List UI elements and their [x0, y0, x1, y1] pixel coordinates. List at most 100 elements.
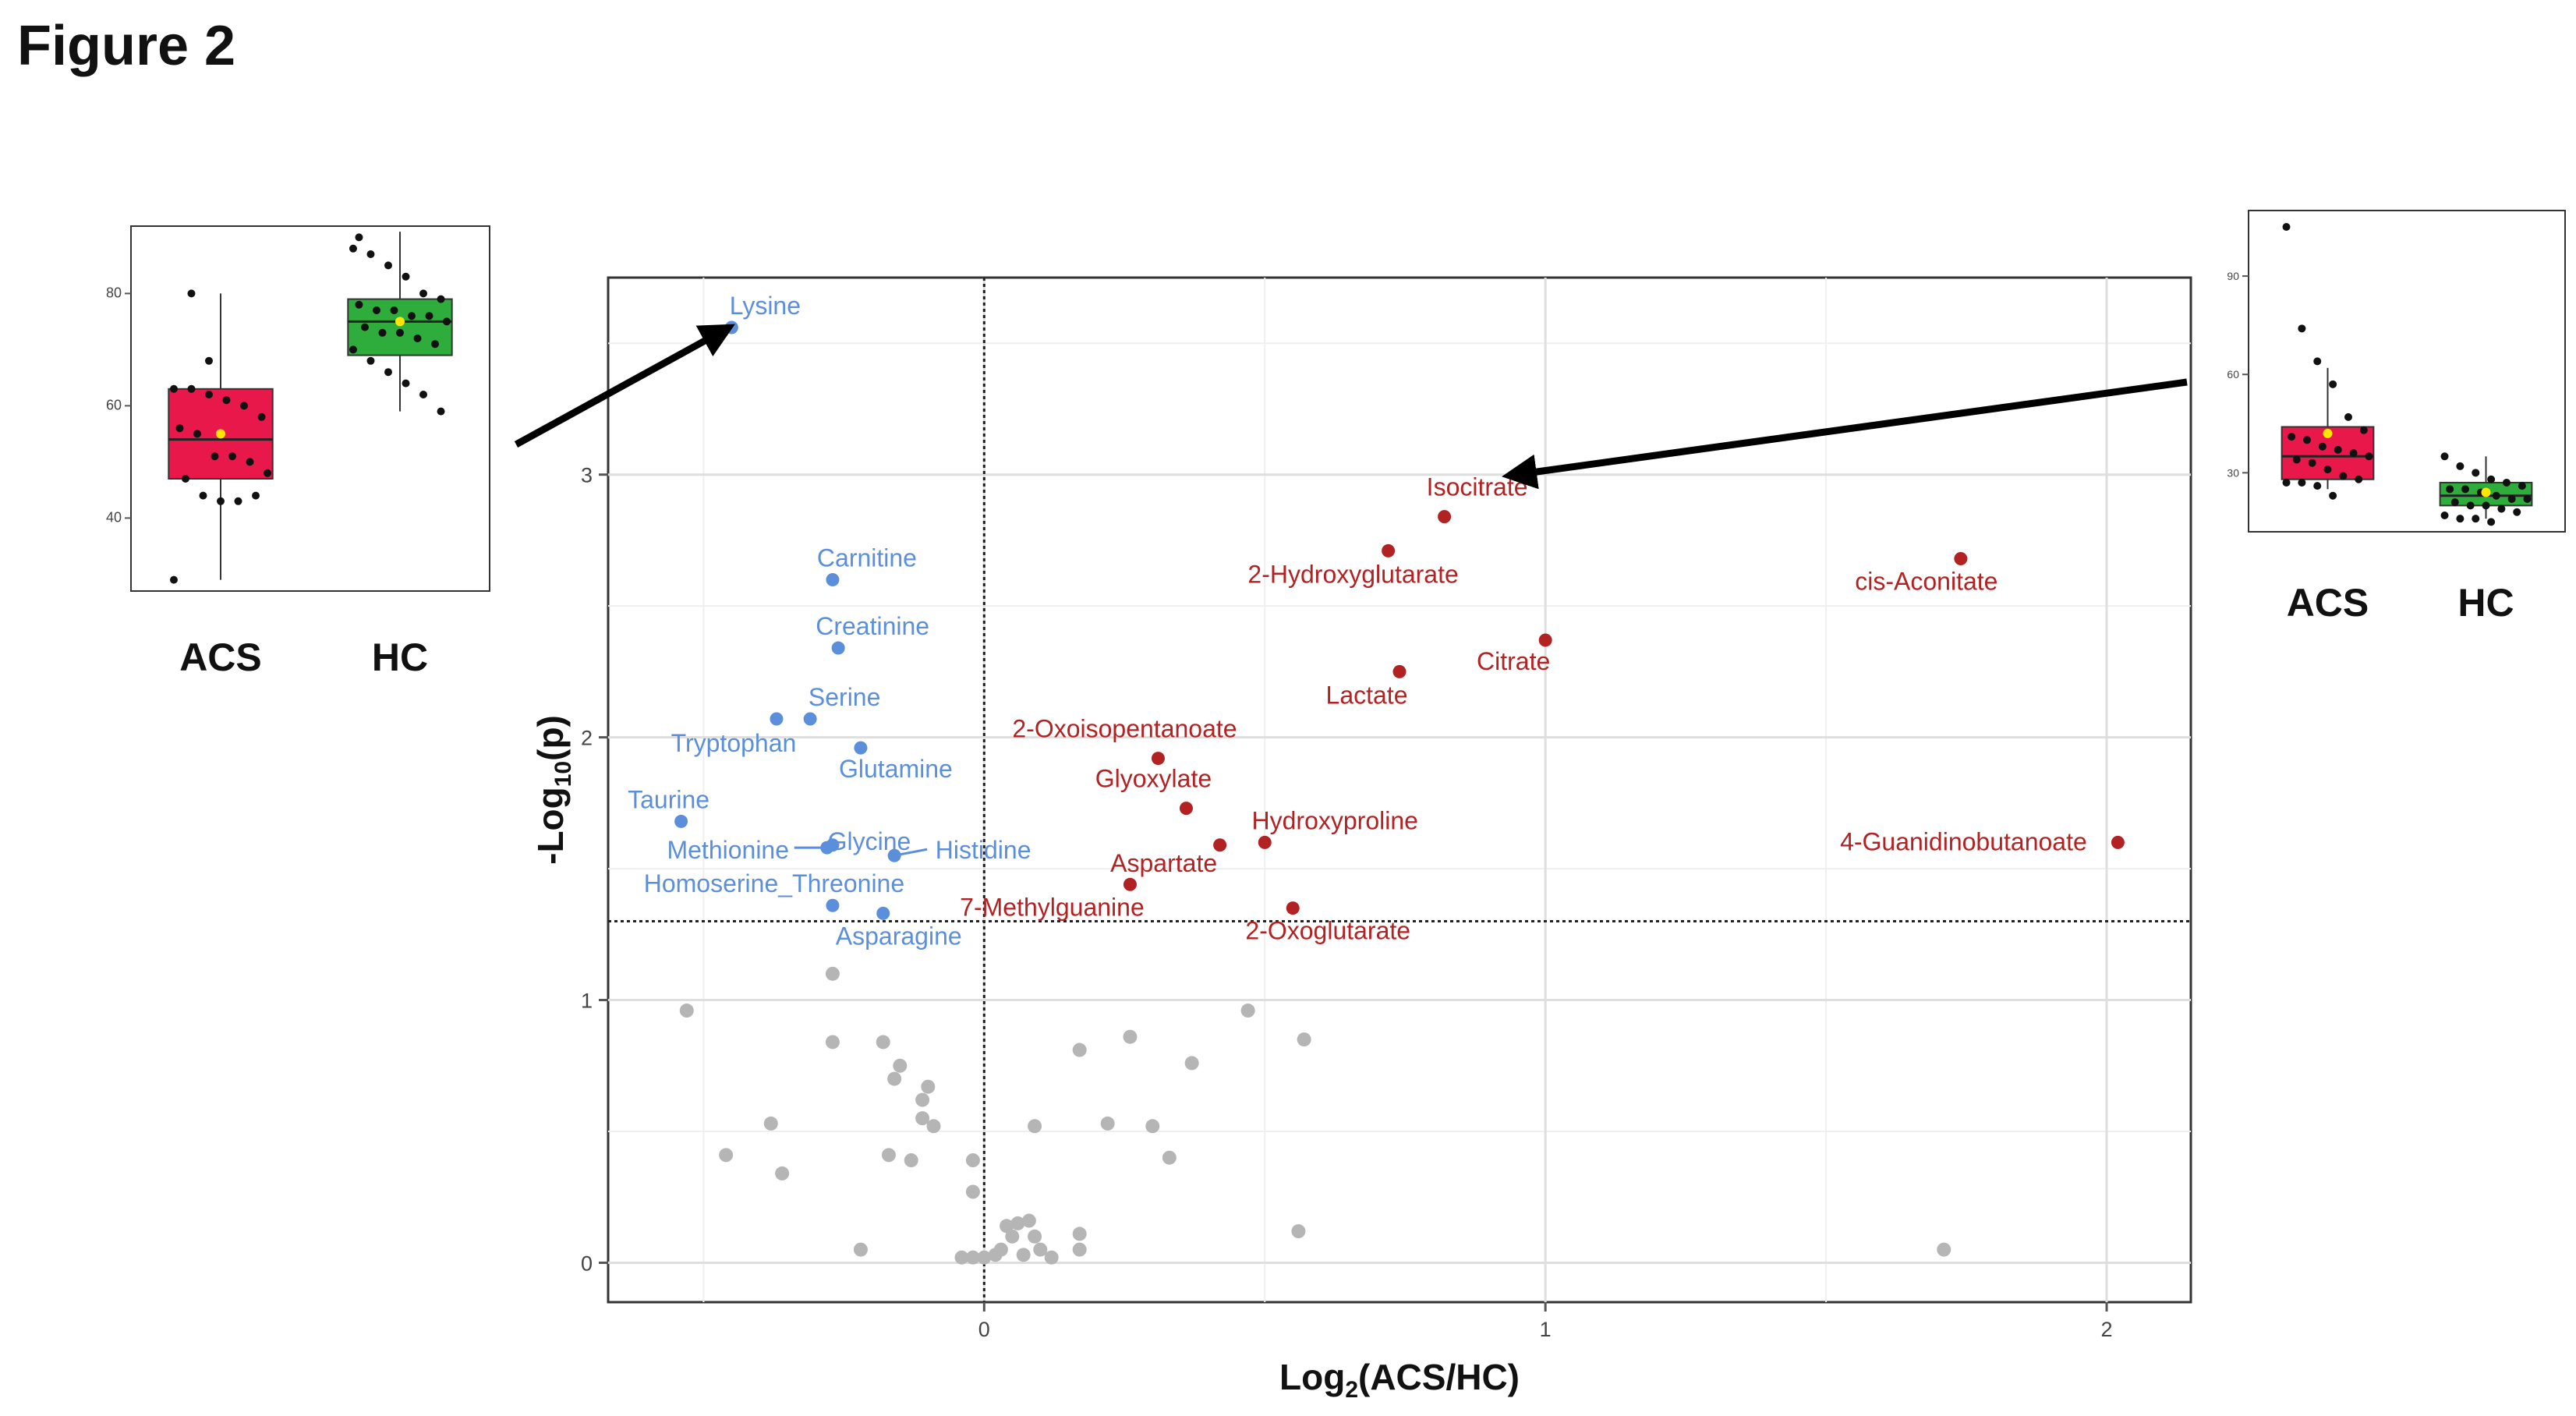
point-up [1286, 901, 1300, 915]
data-point [2518, 482, 2526, 490]
data-point [2450, 498, 2459, 507]
data-point [396, 328, 404, 337]
plot-area [607, 276, 2192, 1304]
data-point [2334, 445, 2342, 454]
data-point [2298, 324, 2306, 333]
data-point [2349, 449, 2358, 458]
point-down [826, 898, 840, 912]
point-label: Lysine [730, 292, 801, 320]
x-tick-label: 1 [1540, 1318, 1552, 1341]
point-ns [1291, 1224, 1306, 1239]
x-axis-title-part: Log [1279, 1357, 1345, 1397]
point-ns [1937, 1242, 1951, 1257]
y-axis-title-part: (p) [530, 715, 571, 761]
point-label: Aspartate [1110, 849, 1217, 877]
data-point [2282, 478, 2291, 487]
point-ns [1033, 1242, 1048, 1257]
point-ns [1021, 1213, 1036, 1228]
y-tick-label: 80 [106, 285, 122, 300]
data-point [2298, 478, 2306, 487]
point-ns [1072, 1242, 1087, 1257]
point-ns [1072, 1043, 1087, 1057]
category-label: HC [2457, 581, 2514, 625]
point-label: 4-Guanidinobutanoate [1840, 827, 2087, 855]
data-point [366, 356, 375, 365]
data-point [384, 368, 392, 377]
point-ns [881, 1148, 896, 1163]
box-acs [168, 388, 274, 480]
label-leader-line [893, 848, 928, 857]
point-up [1392, 664, 1407, 678]
category-label: ACS [179, 635, 262, 679]
data-point [443, 317, 451, 326]
point-ns [1028, 1229, 1042, 1244]
data-point [175, 424, 184, 433]
point-ns [965, 1153, 980, 1168]
y-tick-label: 90 [2227, 270, 2239, 282]
point-label: Histidine [936, 836, 1031, 864]
data-point [2461, 485, 2470, 494]
point-label: Tryptophan [671, 729, 797, 757]
point-label: Hydroxyproline [1252, 806, 1418, 834]
data-point [204, 356, 213, 365]
data-point [2482, 501, 2490, 510]
x-tick-label: 0 [978, 1318, 990, 1341]
y-axis-title: -Log10(p) [530, 715, 576, 865]
point-label: Serine [809, 683, 881, 711]
point-label: Asparagine [836, 922, 962, 950]
data-point [378, 328, 387, 337]
point-ns [893, 1058, 908, 1073]
data-point [2487, 518, 2496, 526]
x-tick-label: 2 [2101, 1318, 2113, 1341]
point-label: cis-Aconitate [1855, 568, 1997, 596]
data-point [2523, 494, 2532, 503]
point-down [826, 572, 840, 586]
point-up [1538, 633, 1552, 647]
y-tick-label: 0 [581, 1251, 593, 1275]
x-axis-title-part: (ACS/HC) [1358, 1357, 1520, 1397]
data-point [264, 469, 272, 477]
data-point [2502, 478, 2511, 487]
data-point [2497, 504, 2506, 513]
point-ns [763, 1116, 778, 1131]
data-point [366, 250, 375, 258]
data-point [360, 323, 369, 331]
arrow-left [514, 324, 735, 448]
point-ns [915, 1092, 930, 1107]
data-point [431, 340, 440, 349]
point-up [1151, 752, 1165, 766]
point-ns [1000, 1219, 1014, 1234]
point-ns [853, 1242, 868, 1257]
point-ns [965, 1250, 980, 1265]
point-up [1954, 552, 1968, 566]
point-ns [1005, 1229, 1020, 1244]
data-point [408, 312, 416, 320]
data-point [2492, 491, 2500, 500]
data-point [169, 384, 178, 393]
point-label: Homoserine_Threonine [644, 869, 904, 897]
data-point [252, 491, 260, 500]
point-label: Methionine [667, 836, 789, 864]
data-point [2303, 436, 2312, 444]
data-point [2513, 508, 2521, 516]
point-ns [1100, 1116, 1115, 1131]
point-down [674, 814, 688, 828]
y-axis-title-part: 10 [550, 761, 576, 787]
point-label: 2-Hydroxyglutarate [1247, 560, 1458, 588]
point-ns [1145, 1119, 1160, 1134]
data-point [437, 295, 445, 303]
point-ns [977, 1250, 992, 1265]
data-point [169, 575, 178, 584]
data-point [187, 289, 196, 298]
point-ns [1044, 1250, 1059, 1265]
point-ns [1010, 1216, 1025, 1230]
mean-marker [2323, 428, 2333, 438]
point-ns [921, 1079, 936, 1094]
point-up [2111, 835, 2125, 849]
arrow-right [1502, 378, 2188, 490]
data-point [2355, 475, 2363, 483]
mean-marker [2481, 487, 2491, 497]
point-up [1179, 802, 1193, 816]
data-point [2456, 462, 2465, 470]
